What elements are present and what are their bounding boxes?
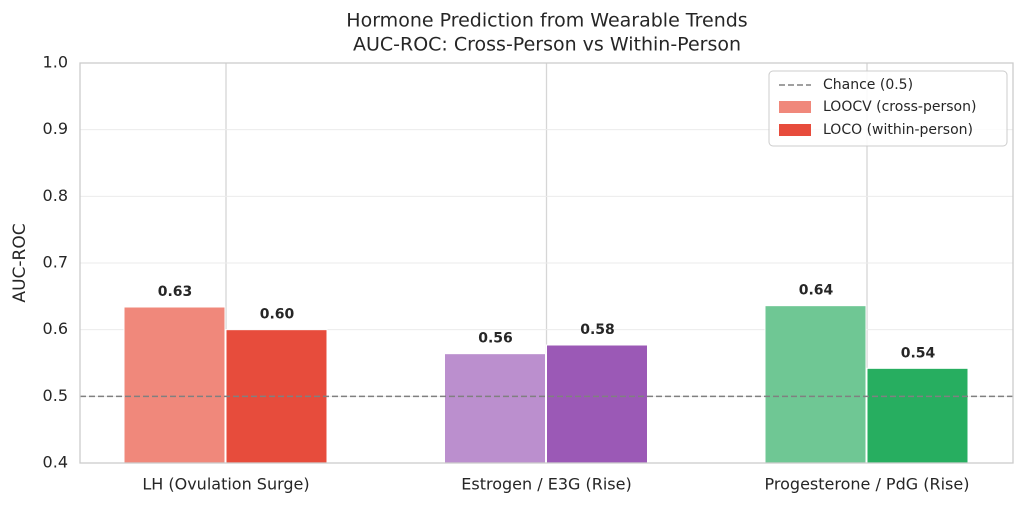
legend-swatch [779,101,811,113]
y-tick-label: 0.9 [43,119,68,138]
value-label: 0.60 [260,307,295,323]
x-tick-label: Estrogen / E3G (Rise) [461,475,631,494]
x-tick-label: LH (Ovulation Surge) [142,475,309,494]
y-tick-label: 0.6 [43,319,68,338]
y-tick-label: 0.5 [43,386,68,405]
y-tick-label: 0.7 [43,253,68,272]
y-axis-label: AUC-ROC [10,223,30,302]
y-tick-label: 1.0 [43,53,68,72]
legend-label: LOCO (within-person) [823,122,973,138]
bar [546,344,648,464]
value-label: 0.63 [158,284,193,300]
chart-title: Hormone Prediction from Wearable Trends [346,10,747,32]
value-label: 0.54 [901,345,936,361]
legend-box [768,70,1008,147]
legend-label: Chance (0.5) [823,77,913,93]
bar [225,329,328,464]
value-label: 0.64 [799,283,834,299]
legend-swatch [779,124,811,136]
y-tick-label: 0.4 [43,453,68,472]
value-label: 0.58 [580,322,615,338]
bar [866,367,969,464]
bar [764,305,867,464]
legend-label: LOOCV (cross-person) [823,99,976,115]
value-label: 0.56 [478,331,513,347]
y-tick-label: 0.8 [43,186,68,205]
chart-subtitle: AUC-ROC: Cross-Person vs Within-Person [353,34,741,56]
bar [444,353,546,464]
bar [123,306,226,464]
x-tick-label: Progesterone / PdG (Rise) [765,475,970,494]
plot-frame [79,62,1014,464]
